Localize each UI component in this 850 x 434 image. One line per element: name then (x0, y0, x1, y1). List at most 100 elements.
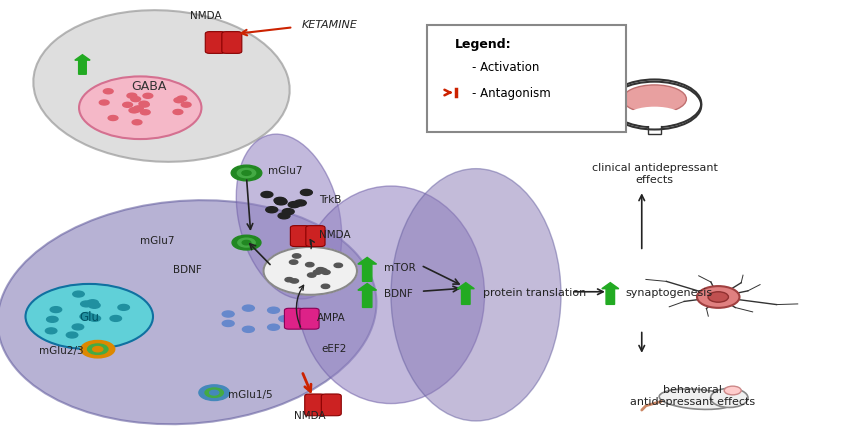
Text: Glu: Glu (79, 310, 99, 323)
Circle shape (129, 108, 139, 114)
Text: BDNF: BDNF (173, 264, 201, 274)
Circle shape (132, 121, 142, 125)
Circle shape (133, 107, 144, 112)
Circle shape (608, 80, 701, 128)
Ellipse shape (33, 11, 290, 162)
Circle shape (140, 111, 150, 115)
Text: - Antagonism: - Antagonism (472, 87, 551, 100)
Circle shape (321, 270, 330, 275)
Circle shape (242, 326, 254, 332)
Circle shape (288, 202, 300, 208)
Circle shape (290, 279, 298, 283)
Text: Legend:: Legend: (455, 38, 512, 51)
Ellipse shape (236, 135, 342, 299)
Circle shape (711, 388, 748, 408)
FancyBboxPatch shape (304, 394, 325, 416)
Circle shape (143, 94, 153, 99)
Circle shape (305, 263, 314, 267)
Circle shape (108, 116, 118, 121)
Circle shape (174, 99, 184, 103)
Circle shape (300, 190, 312, 196)
Circle shape (99, 101, 109, 106)
FancyArrow shape (457, 283, 474, 305)
Circle shape (210, 391, 218, 395)
Text: synaptogenesis: synaptogenesis (626, 287, 712, 297)
Circle shape (66, 332, 78, 338)
Circle shape (242, 171, 251, 176)
Circle shape (222, 311, 234, 317)
FancyBboxPatch shape (285, 309, 303, 329)
Circle shape (282, 209, 294, 215)
Circle shape (222, 321, 234, 327)
Text: behavioral
antidepressant effects: behavioral antidepressant effects (630, 384, 756, 406)
Circle shape (181, 103, 191, 108)
FancyArrow shape (602, 283, 619, 305)
Circle shape (708, 292, 728, 302)
Circle shape (127, 94, 137, 99)
Circle shape (47, 317, 58, 322)
Circle shape (79, 77, 201, 140)
FancyBboxPatch shape (648, 124, 661, 135)
Text: protein translation: protein translation (483, 287, 586, 297)
Circle shape (268, 307, 280, 313)
Text: mGlu7: mGlu7 (139, 235, 174, 245)
Circle shape (274, 198, 286, 204)
Ellipse shape (626, 107, 682, 127)
Circle shape (292, 254, 301, 259)
Circle shape (242, 241, 251, 245)
Circle shape (205, 388, 224, 398)
Circle shape (289, 260, 297, 265)
Circle shape (275, 199, 287, 205)
Text: clinical antidepressant
effects: clinical antidepressant effects (592, 163, 717, 184)
Circle shape (139, 102, 149, 107)
Circle shape (81, 301, 92, 307)
Circle shape (50, 307, 62, 313)
Circle shape (285, 278, 293, 282)
Text: NMDA: NMDA (190, 11, 222, 21)
Text: - Activation: - Activation (472, 61, 539, 74)
Circle shape (104, 89, 113, 95)
Circle shape (118, 305, 129, 311)
Circle shape (279, 316, 291, 322)
FancyArrow shape (75, 56, 90, 75)
Circle shape (122, 103, 133, 108)
Circle shape (278, 213, 290, 219)
Circle shape (73, 292, 84, 297)
Circle shape (80, 314, 92, 320)
Circle shape (139, 103, 150, 108)
FancyBboxPatch shape (206, 33, 225, 54)
Text: eEF2: eEF2 (321, 343, 347, 353)
Circle shape (177, 97, 187, 102)
Circle shape (294, 201, 306, 207)
Ellipse shape (298, 187, 484, 404)
Ellipse shape (622, 85, 686, 114)
Text: mGlu2/3: mGlu2/3 (39, 346, 83, 355)
Circle shape (321, 285, 330, 289)
Circle shape (45, 328, 57, 334)
Circle shape (237, 169, 256, 178)
Circle shape (275, 199, 286, 205)
Circle shape (261, 192, 273, 198)
Circle shape (264, 247, 357, 295)
Circle shape (231, 166, 262, 181)
Text: TrkB: TrkB (319, 195, 341, 204)
Circle shape (334, 263, 343, 268)
Circle shape (242, 306, 254, 312)
Circle shape (316, 268, 325, 272)
Circle shape (88, 302, 100, 309)
Text: BDNF: BDNF (384, 288, 413, 298)
Circle shape (268, 325, 280, 331)
FancyArrow shape (358, 258, 377, 282)
Circle shape (308, 273, 316, 278)
FancyBboxPatch shape (427, 26, 626, 132)
Circle shape (232, 236, 261, 250)
Text: AMPA: AMPA (317, 313, 346, 322)
Circle shape (72, 324, 83, 330)
Circle shape (81, 313, 93, 319)
Circle shape (26, 284, 153, 349)
FancyBboxPatch shape (300, 309, 319, 329)
Circle shape (724, 386, 741, 395)
Circle shape (238, 239, 255, 247)
Circle shape (314, 270, 321, 275)
Ellipse shape (660, 389, 734, 409)
